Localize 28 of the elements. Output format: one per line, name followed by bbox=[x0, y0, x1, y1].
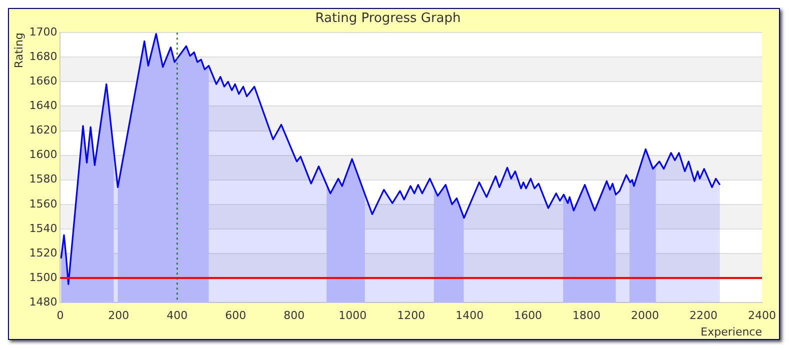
y-tick-label: 1520 bbox=[29, 246, 58, 260]
y-tick-label: 1640 bbox=[29, 99, 58, 112]
y-axis-title: Rating bbox=[12, 32, 26, 68]
x-tick-label: 2000 bbox=[631, 309, 660, 322]
y-tick-label: 1660 bbox=[29, 74, 58, 88]
y-tick-label: 1600 bbox=[29, 148, 58, 162]
y-tick-label: 1480 bbox=[29, 295, 58, 308]
x-tick-label: 0 bbox=[56, 309, 64, 322]
x-tick-label: 800 bbox=[284, 309, 305, 322]
chart-title: Rating Progress Graph bbox=[315, 11, 461, 26]
y-tick-label: 1500 bbox=[29, 270, 58, 284]
y-tick-label: 1560 bbox=[29, 197, 58, 210]
x-tick-label: 1400 bbox=[456, 309, 484, 322]
x-tick-label: 1000 bbox=[338, 309, 367, 322]
x-tick-label: 400 bbox=[166, 309, 188, 322]
x-tick-label: 1600 bbox=[514, 309, 542, 322]
x-tick-label: 1200 bbox=[397, 309, 426, 322]
y-tick-label: 1580 bbox=[29, 172, 58, 186]
x-tick-label: 600 bbox=[225, 309, 246, 322]
x-tick-label: 200 bbox=[108, 309, 130, 322]
y-tick-label: 1680 bbox=[29, 50, 58, 64]
x-tick-label: 2200 bbox=[690, 309, 718, 322]
y-tick-label: 1700 bbox=[29, 25, 58, 38]
x-axis-title: Experience bbox=[700, 325, 762, 338]
y-tick-label: 1620 bbox=[29, 124, 58, 137]
x-tick-label: 1800 bbox=[572, 309, 601, 322]
x-tick-label: 2400 bbox=[748, 309, 776, 322]
y-tick-label: 1540 bbox=[29, 222, 58, 235]
